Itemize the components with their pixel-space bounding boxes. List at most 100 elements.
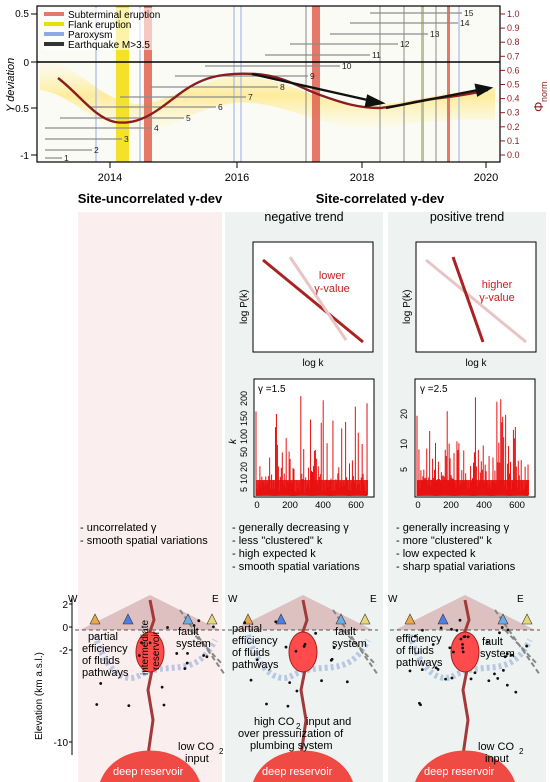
seismic-event — [274, 620, 278, 624]
station-label: 10 — [342, 61, 352, 71]
seismic-event — [148, 641, 152, 645]
station-triangle — [242, 613, 254, 625]
seismic-event — [506, 628, 510, 632]
seismic-event — [243, 621, 247, 625]
neg-ytick-150: 150 — [239, 411, 249, 426]
seismic-event — [286, 704, 290, 708]
right-co2-2: input — [485, 753, 509, 765]
desc-left-2: - smooth spatial variations — [80, 535, 208, 547]
mid-pressure-1: high CO — [254, 716, 295, 728]
svg-text:0: 0 — [23, 58, 29, 69]
subterminal-band-3 — [447, 6, 450, 162]
seismic-event — [419, 703, 422, 707]
right-ylabel: Φ norm — [531, 81, 549, 112]
right-tick-label: 0.9 — [507, 23, 520, 33]
title-positive-trend: positive trend — [429, 210, 505, 224]
legend-flank: Flank eruption — [68, 20, 131, 31]
station-label: 4 — [154, 123, 159, 133]
station-triangle — [359, 613, 371, 625]
desc-negative: - generally decreasing γ - less "cluster… — [232, 522, 360, 574]
section-ylabel: Elevation (km a.s.l.) — [34, 652, 45, 740]
pos-histogram: γ =2.5 20 10 5 0 200 400 600 — [399, 378, 536, 511]
seismic-event — [420, 668, 424, 672]
left-reservoir-2: reservoir — [151, 630, 162, 670]
svg-text:Φ: Φ — [531, 102, 546, 112]
neg-xtick-0: 0 — [254, 500, 259, 511]
mid-pressure-3: plumbing system — [250, 740, 333, 752]
station-triangle — [122, 613, 134, 625]
left-label-3: of fluids — [82, 655, 120, 667]
mid-label-3: of fluids — [232, 647, 270, 659]
pos-xtick-600: 600 — [509, 500, 525, 511]
right-axis-ticks — [500, 13, 505, 156]
fault-line — [179, 609, 226, 676]
seismic-event — [265, 702, 268, 706]
right-co2-1: low CO — [478, 741, 515, 753]
desc-neg-2: - less "clustered" k — [232, 535, 323, 547]
desc-neg-1: - generally decreasing γ — [232, 522, 349, 534]
west-label-right: W — [388, 594, 398, 605]
right-tick-label: 0.3 — [507, 108, 520, 118]
neg-ytick-200: 200 — [239, 391, 249, 406]
hist-base — [417, 480, 529, 495]
pos-ytick-10: 10 — [399, 439, 409, 449]
seismic-event — [175, 652, 179, 655]
seismic-event — [166, 626, 169, 629]
mid-deep-reservoir: deep reservoir — [262, 766, 333, 778]
seismic-event — [469, 677, 473, 681]
seismic-event — [434, 666, 438, 670]
seismic-event — [466, 635, 470, 639]
right-label-2: of fluids — [396, 645, 434, 657]
left-tick-labels: 0.5 0 -0.5 -1 — [12, 9, 30, 162]
station-label: 8 — [280, 82, 285, 92]
title-correlated: Site-correlated γ-dev — [315, 191, 445, 206]
seismic-event — [459, 637, 463, 641]
neg-note-1: lower — [319, 270, 346, 282]
mid-pressure-1b: input and — [306, 716, 351, 728]
seismic-event — [458, 618, 462, 622]
east-label-left: E — [212, 594, 219, 605]
mid-label-1: partial — [232, 623, 262, 635]
co2-subscript: 2 — [296, 722, 301, 731]
seismic-event — [294, 649, 298, 653]
right-tick-label: 0.6 — [507, 65, 520, 75]
station-triangle — [521, 613, 533, 625]
seismic-event — [444, 677, 447, 681]
right-tick-labels: 1.0 0.9 0.8 0.7 0.6 0.5 0.4 0.3 0.2 0.1 0.0 — [507, 9, 520, 160]
seismic-event — [185, 661, 189, 665]
right-tick-label: 0.1 — [507, 136, 520, 146]
seismic-event — [448, 646, 452, 650]
seismic-event — [138, 654, 141, 657]
seismic-event — [461, 650, 465, 654]
desc-pos-3: - low expected k — [396, 548, 476, 560]
neg-hist-ylabel: k — [228, 438, 239, 444]
seismic-event — [162, 703, 166, 707]
left-axis-ticks — [31, 13, 37, 156]
seismic-event — [205, 655, 209, 659]
seismic-event — [140, 641, 143, 645]
neg-histogram: γ =1.5 k 200 150 100 50 20 10 5 0 200 40… — [228, 378, 375, 511]
neg-ytick-20: 20 — [239, 462, 249, 472]
seismic-event — [496, 677, 500, 680]
seismic-event — [408, 669, 412, 673]
seismic-event — [436, 668, 440, 671]
timeline-ylabel: Y deviation — [5, 58, 17, 112]
seismic-event — [505, 683, 509, 687]
right-tick-label: 1.0 — [507, 9, 520, 19]
seismic-event — [461, 646, 465, 650]
mid-pressure-2: over pressurization of — [238, 728, 344, 740]
seismic-event — [461, 642, 464, 646]
station-label: 13 — [430, 29, 440, 39]
right-tick-label: 0.8 — [507, 37, 520, 47]
station-label: 15 — [464, 8, 474, 18]
right-tick-label: 0.2 — [507, 122, 520, 132]
x-tick-labels: 2014 2016 2018 2020 — [98, 172, 498, 184]
svg-text:2018: 2018 — [350, 172, 374, 184]
pos-note-1: higher — [482, 279, 513, 291]
seismic-event — [501, 668, 505, 672]
seismic-event — [452, 650, 455, 654]
seismic-event — [450, 676, 454, 680]
